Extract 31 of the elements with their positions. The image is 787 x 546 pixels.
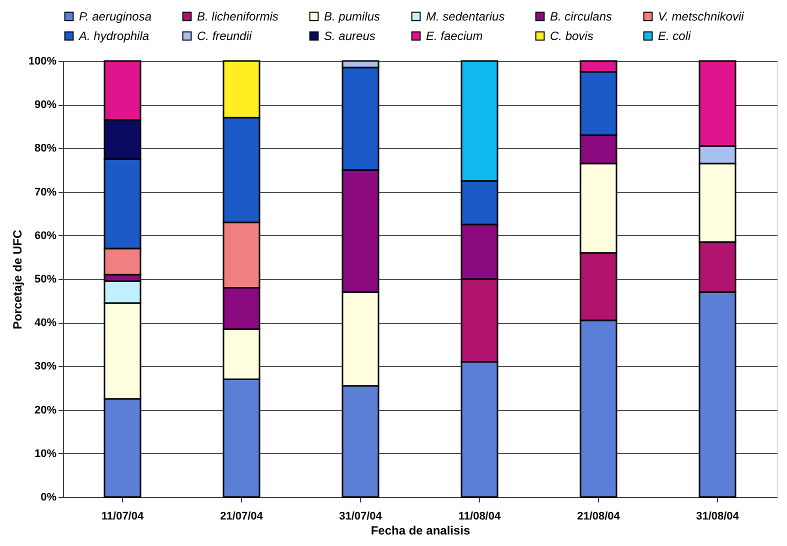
- x-tick-label: 31/08/04: [696, 510, 740, 522]
- y-tick-label: 60%: [34, 230, 57, 242]
- x-tick-label: 31/07/04: [339, 510, 383, 522]
- legend-label: C. freundii: [197, 29, 252, 43]
- legend-label: B. circulans: [550, 9, 612, 24]
- legend-label: B. licheniformis: [197, 9, 278, 24]
- y-tick-label: 20%: [34, 404, 57, 416]
- y-tick-label: 70%: [34, 186, 57, 198]
- y-tick-label: 90%: [34, 99, 57, 112]
- legend-label: A. hydrophila: [78, 29, 150, 43]
- x-tick-label: 21/08/04: [577, 510, 621, 522]
- y-tick-label: 30%: [34, 360, 57, 373]
- legend-label: E. coli: [658, 29, 692, 43]
- legend-label: P. aeruginosa: [79, 9, 152, 24]
- y-tick-label: 40%: [34, 317, 57, 330]
- legend-label: S. aureus: [324, 29, 376, 43]
- legend-label: B. pumilus: [324, 9, 380, 24]
- x-tick-label: 21/07/04: [220, 510, 264, 522]
- x-tick-label: 11/08/04: [458, 510, 502, 522]
- y-axis-title: Porcetaje de UFC: [10, 229, 24, 330]
- y-tick-label: 10%: [34, 448, 57, 460]
- y-tick-label: 80%: [34, 142, 57, 155]
- legend-label: E. faecium: [426, 29, 483, 43]
- y-tick-label: 0%: [40, 492, 57, 504]
- legend-label: C. bovis: [550, 29, 594, 43]
- y-tick-label: 100%: [28, 56, 57, 68]
- y-tick-label: 50%: [34, 274, 57, 286]
- x-axis-title: Fecha de analisis: [370, 524, 471, 538]
- x-tick-label: 11/07/04: [101, 510, 144, 522]
- legend-label: V. metschnikovii: [658, 9, 744, 24]
- legend-label: M. sedentarius: [426, 9, 505, 24]
